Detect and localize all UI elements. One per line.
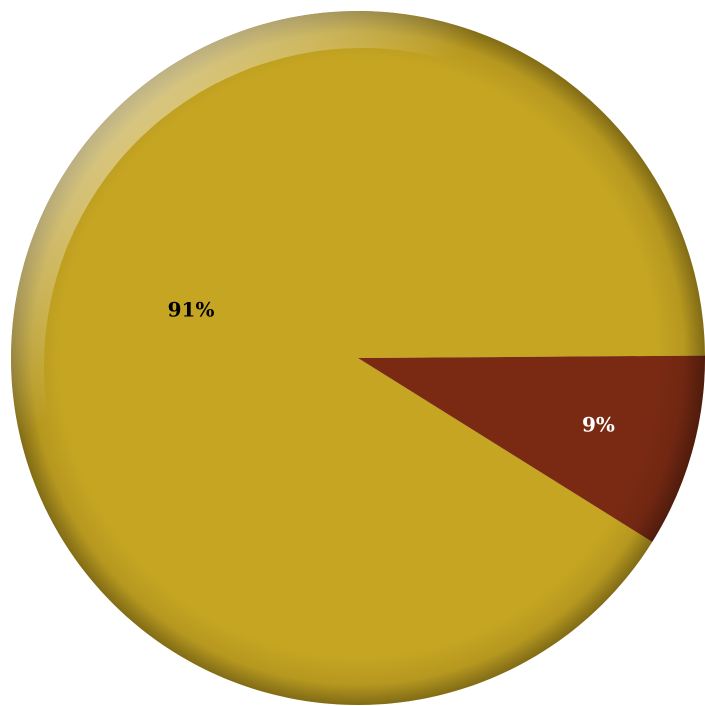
pie-slice-label-0: 91% — [168, 297, 215, 321]
pie-bevel-overlay — [11, 11, 705, 705]
pie-labels: 91% 9% — [168, 297, 615, 436]
pie-slice-label-1: 9% — [582, 413, 615, 437]
